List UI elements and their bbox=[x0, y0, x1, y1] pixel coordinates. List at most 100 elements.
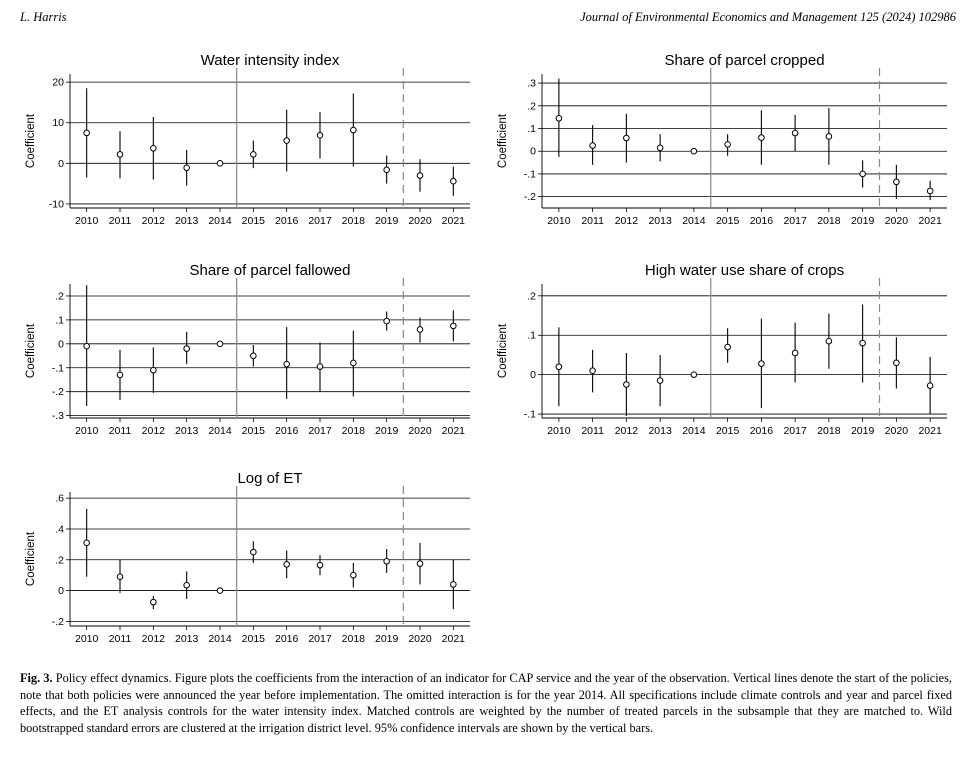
x-tick-label: 2017 bbox=[308, 215, 332, 227]
coef-point bbox=[383, 558, 390, 565]
coef-point bbox=[116, 151, 124, 158]
x-tick-label: 2020 bbox=[885, 215, 909, 227]
x-tick-label: 2012 bbox=[142, 215, 166, 227]
x-tick-label: 2011 bbox=[109, 425, 132, 437]
x-tick-label: 2018 bbox=[817, 425, 841, 437]
y-tick-label: .6 bbox=[55, 493, 64, 505]
coef-point bbox=[859, 170, 866, 178]
x-tick-label: 2011 bbox=[581, 215, 604, 227]
coef-point bbox=[350, 359, 357, 367]
x-tick-label: 2017 bbox=[783, 425, 807, 437]
coef-point bbox=[183, 345, 190, 352]
y-tick-label: .2 bbox=[527, 290, 536, 302]
y-tick-label: 0 bbox=[530, 369, 536, 381]
y-tick-label: -.2 bbox=[52, 386, 64, 398]
x-tick-label: 2017 bbox=[308, 425, 332, 437]
coef-point bbox=[350, 126, 357, 134]
y-tick-label: .3 bbox=[527, 78, 536, 90]
coef-point bbox=[791, 129, 799, 137]
y-axis-label: Coefficient bbox=[25, 531, 37, 586]
y-tick-label: -.1 bbox=[52, 362, 64, 374]
x-tick-label: 2019 bbox=[851, 425, 875, 437]
coef-point bbox=[283, 561, 290, 568]
x-tick-label: 2012 bbox=[615, 215, 639, 227]
x-tick-label: 2010 bbox=[547, 425, 571, 437]
x-tick-label: 2021 bbox=[442, 425, 466, 437]
y-axis-label: Coefficient bbox=[497, 113, 509, 168]
x-tick-label: 2021 bbox=[918, 215, 942, 227]
y-axis-label: Coefficient bbox=[25, 113, 37, 168]
y-tick-label: 10 bbox=[52, 117, 64, 129]
coef-point bbox=[383, 317, 390, 325]
y-axis-label: Coefficient bbox=[25, 323, 37, 378]
x-tick-label: 2016 bbox=[275, 633, 299, 645]
x-tick-label: 2012 bbox=[615, 425, 639, 437]
x-tick-label: 2013 bbox=[648, 425, 672, 437]
coef-point bbox=[150, 598, 157, 606]
x-tick-label: 2012 bbox=[142, 425, 166, 437]
x-tick-label: 2016 bbox=[275, 215, 299, 227]
x-tick-label: 2018 bbox=[817, 215, 841, 227]
x-tick-label: 2021 bbox=[442, 215, 466, 227]
chart-title: Water intensity index bbox=[201, 52, 340, 69]
coef-point bbox=[183, 581, 190, 589]
y-tick-label: 0 bbox=[58, 338, 64, 350]
chart-svg: Water intensity index20100-10Coefficient… bbox=[25, 52, 470, 227]
x-tick-label: 2017 bbox=[783, 215, 807, 227]
chart-title: High water use share of crops bbox=[645, 262, 844, 279]
x-tick-label: 2021 bbox=[442, 633, 466, 645]
coef-point bbox=[83, 539, 90, 547]
x-tick-label: 2011 bbox=[109, 215, 132, 227]
coef-point bbox=[150, 145, 157, 152]
coef-point bbox=[555, 114, 563, 122]
y-tick-label: .2 bbox=[55, 290, 64, 302]
coef-point bbox=[250, 151, 257, 158]
x-tick-label: 2014 bbox=[208, 215, 232, 227]
x-tick-label: 2015 bbox=[242, 215, 266, 227]
coef-point bbox=[893, 359, 900, 367]
coef-point bbox=[758, 134, 765, 141]
coef-point bbox=[250, 548, 257, 556]
x-tick-label: 2019 bbox=[375, 215, 399, 227]
coef-point bbox=[150, 366, 157, 374]
coef-point bbox=[656, 377, 664, 384]
chart-svg: Log of ET .6 .4 .2 0 -.2 Coefficient 2010 2011 20… bbox=[25, 470, 470, 645]
y-tick-label: .4 bbox=[55, 523, 64, 535]
coef-point bbox=[116, 371, 124, 379]
y-tick-label: .1 bbox=[55, 314, 64, 326]
x-tick-label: 2020 bbox=[408, 215, 432, 227]
chart-water-intensity: Water intensity index 20 10 0 -10 Coefficient… bbox=[20, 48, 475, 238]
x-tick-label: 2010 bbox=[75, 215, 99, 227]
coef-point bbox=[791, 349, 799, 357]
x-tick-label: 2013 bbox=[175, 215, 199, 227]
y-tick-label: -.2 bbox=[52, 616, 64, 628]
y-tick-label: 0 bbox=[58, 158, 64, 170]
chart-title: Log of ET bbox=[237, 470, 302, 487]
chart-high-water-use: High water use share of crops .2 .1 0 -.1 Coe… bbox=[492, 258, 952, 448]
y-tick-label: .2 bbox=[55, 554, 64, 566]
coef-point bbox=[724, 141, 731, 148]
y-tick-label: .1 bbox=[527, 123, 536, 135]
coef-point bbox=[216, 587, 224, 594]
running-journal: Journal of Environmental Economics and M… bbox=[580, 10, 956, 24]
x-tick-label: 2015 bbox=[242, 633, 266, 645]
coef-point bbox=[316, 561, 324, 569]
coef-point bbox=[216, 160, 224, 167]
x-tick-label: 2015 bbox=[716, 215, 740, 227]
coef-point bbox=[283, 137, 290, 144]
coef-point bbox=[825, 133, 833, 140]
coef-point bbox=[656, 144, 664, 152]
x-tick-label: 2019 bbox=[851, 215, 875, 227]
coef-point bbox=[825, 337, 833, 345]
x-tick-label: 2021 bbox=[918, 425, 942, 437]
y-tick-label: 0 bbox=[530, 146, 536, 158]
coef-point bbox=[690, 147, 698, 155]
x-tick-label: 2013 bbox=[175, 633, 199, 645]
x-tick-label: 2018 bbox=[342, 425, 366, 437]
y-tick-label: -.2 bbox=[524, 191, 536, 203]
coef-point bbox=[690, 371, 698, 378]
y-tick-label: 20 bbox=[52, 77, 64, 89]
running-author: L. Harris bbox=[20, 10, 67, 24]
coef-point bbox=[416, 326, 424, 333]
coef-point bbox=[316, 132, 324, 139]
